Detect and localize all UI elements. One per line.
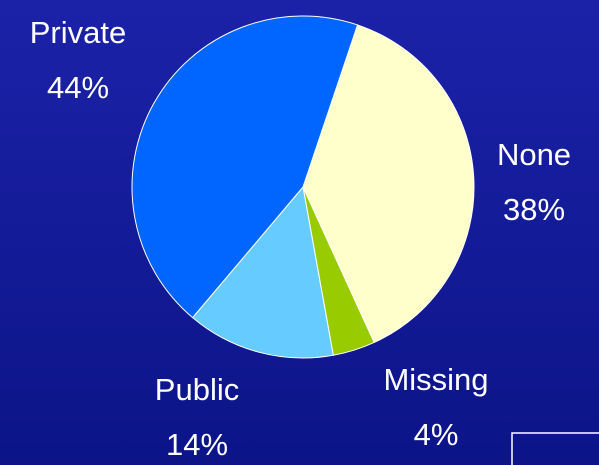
labels: None 38% Missing 4% Public 14% Private 44% (30, 15, 571, 462)
pie-slice (191, 185, 334, 359)
pie-slice (131, 15, 359, 319)
slice-value-label: 14% (166, 427, 228, 462)
pie (131, 15, 475, 359)
frame-box (511, 432, 599, 465)
pie-slice (302, 24, 475, 344)
slice-label: Missing (383, 362, 488, 397)
slice-label: Public (155, 372, 239, 407)
slice-value-label: 44% (47, 70, 109, 105)
slice-label: None (497, 137, 571, 172)
slice-label: Private (30, 15, 126, 50)
slice-value-label: 4% (414, 417, 459, 452)
slice-value-label: 38% (503, 192, 565, 227)
